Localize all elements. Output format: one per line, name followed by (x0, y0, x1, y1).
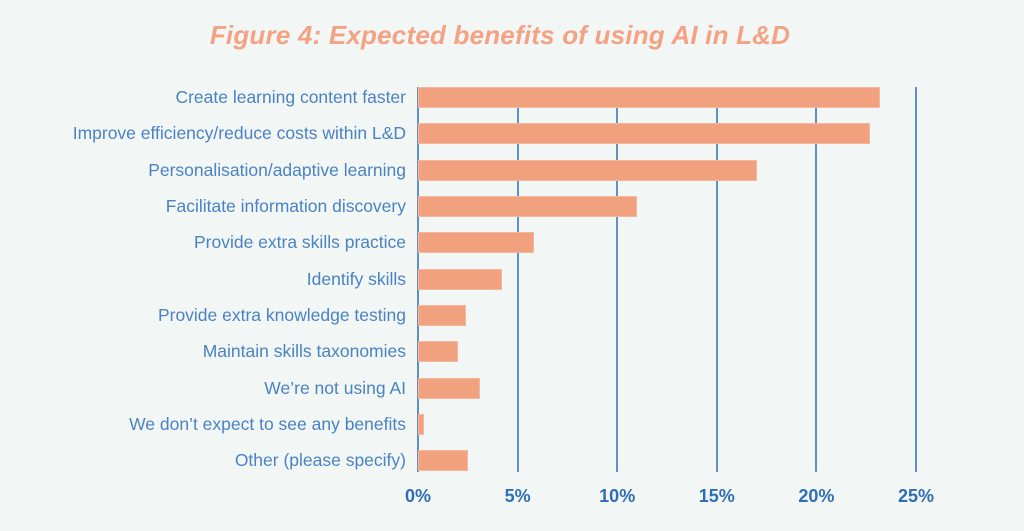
category-label: We don’t expect to see any benefits (129, 413, 406, 434)
bar (418, 341, 458, 363)
category-label: Provide extra knowledge testing (157, 304, 406, 325)
chart-row: Maintain skills taxonomies (0, 333, 1024, 369)
chart-row: Personalisation/adaptive learning (0, 152, 1024, 188)
chart-row: Create learning content faster (0, 79, 1024, 115)
gridline-5pct (516, 87, 519, 472)
bar (418, 123, 871, 145)
category-label: Personalisation/adaptive learning (148, 159, 406, 180)
category-label: Identify skills (306, 268, 406, 289)
category-label: Facilitate information discovery (165, 195, 406, 216)
category-label: Other (please specify) (234, 450, 406, 471)
bar (418, 414, 424, 436)
x-axis-tick-label: 0% (404, 486, 432, 506)
chart-row: We’re not using AI (0, 370, 1024, 406)
category-label: We’re not using AI (264, 377, 406, 398)
bar (418, 232, 534, 254)
x-axis-tick-label: 5% (504, 486, 531, 506)
chart-title: Figure 4: Expected benefits of using AI … (209, 20, 791, 50)
chart-row: Facilitate information discovery (0, 188, 1024, 224)
category-label: Provide extra skills practice (193, 232, 406, 253)
chart-row: Provide extra skills practice (0, 224, 1024, 260)
bar (418, 159, 757, 181)
bar (418, 305, 466, 327)
x-axis-tick-label: 10% (599, 486, 636, 506)
x-axis-tick-label: 25% (897, 486, 935, 506)
bar (418, 377, 480, 399)
x-axis-tick-label: 15% (698, 486, 735, 506)
chart-row: We don’t expect to see any benefits (0, 406, 1024, 442)
gridline-25pct (915, 87, 917, 472)
chart-row: Improve efficiency/reduce costs within L… (0, 115, 1024, 151)
gridline-20pct (815, 87, 818, 472)
bar (418, 196, 638, 218)
bar (418, 86, 881, 108)
category-label: Create learning content faster (175, 86, 406, 107)
category-label: Improve efficiency/reduce costs within L… (72, 123, 406, 144)
gridline-10pct (616, 87, 619, 472)
chart-row: Provide extra knowledge testing (0, 297, 1024, 333)
chart-row: Identify skills (0, 261, 1024, 297)
category-label: Maintain skills taxonomies (202, 341, 406, 362)
x-axis-tick-label: 20% (798, 486, 835, 506)
chart-row: Other (please specify) (0, 442, 1024, 478)
bar (418, 268, 502, 290)
gridline-15pct (715, 87, 718, 472)
bar (418, 450, 468, 472)
